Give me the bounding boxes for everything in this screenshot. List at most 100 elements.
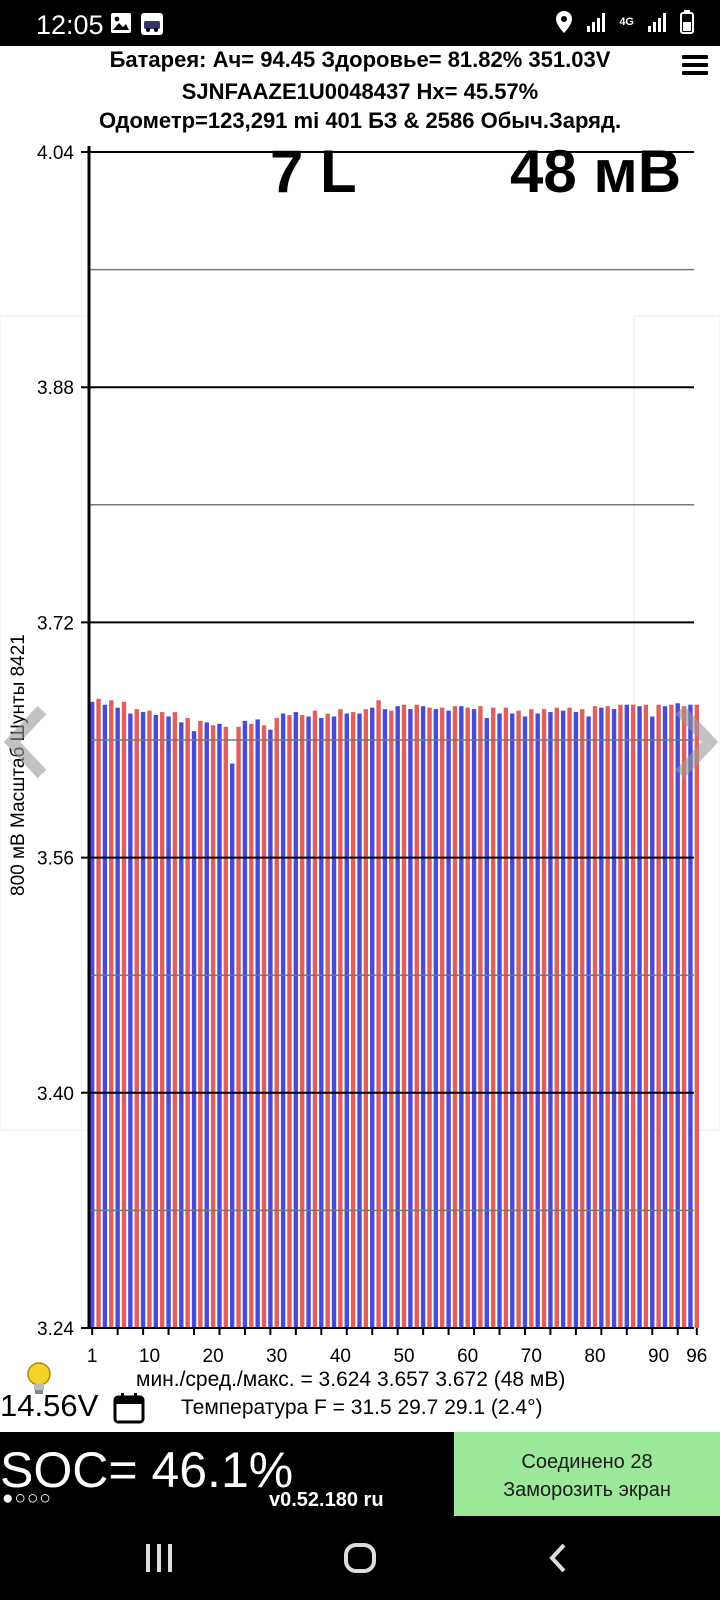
signal-icon-2 bbox=[648, 13, 666, 32]
menu-icon[interactable] bbox=[682, 51, 708, 79]
voltage-stats: мин./сред./макс. = 3.624 3.657 3.672 (48… bbox=[136, 1368, 566, 1391]
x-tick-label: 1 bbox=[87, 1346, 98, 1367]
x-tick-label: 96 bbox=[686, 1346, 707, 1367]
bar-cell-20 bbox=[210, 725, 216, 1328]
x-tick-label: 80 bbox=[584, 1346, 605, 1367]
y-tick-label: 3.40 bbox=[37, 1084, 74, 1105]
status-bar: 12:05 4G bbox=[0, 0, 720, 46]
bar-cell-5 bbox=[115, 707, 120, 1328]
lightbulb-icon[interactable] bbox=[26, 1361, 52, 1397]
calendar-icon[interactable] bbox=[113, 1392, 145, 1424]
bar-cell-75 bbox=[560, 710, 566, 1328]
odometer-line: Одометр=123,291 mi 401 БЗ & 2586 Обыч.За… bbox=[98, 108, 622, 133]
bar-cell-90 bbox=[656, 704, 661, 1328]
bar-cell-46 bbox=[376, 700, 381, 1328]
bar-cell-44 bbox=[363, 709, 369, 1328]
bar-cell-57 bbox=[446, 710, 451, 1328]
bar-cell-9 bbox=[140, 712, 146, 1328]
bar-cell-29 bbox=[268, 729, 273, 1328]
gallery-icon bbox=[111, 13, 131, 33]
x-tick-label: 60 bbox=[457, 1346, 478, 1367]
bar-cell-65 bbox=[497, 713, 502, 1328]
bar-cell-49 bbox=[395, 706, 400, 1328]
bar-cell-1 bbox=[89, 701, 95, 1328]
signal-icon bbox=[587, 13, 606, 32]
bar-cell-14 bbox=[172, 712, 178, 1328]
bar-cell-38 bbox=[325, 713, 330, 1328]
page-indicator[interactable]: ●○○○ bbox=[2, 1488, 52, 1509]
bar-cell-54 bbox=[427, 707, 432, 1328]
bar-cell-88 bbox=[643, 704, 649, 1328]
bar-cell-70 bbox=[529, 709, 534, 1328]
y-tick-label: 3.56 bbox=[37, 849, 74, 870]
notification-icons bbox=[110, 12, 164, 36]
bar-cell-51 bbox=[408, 709, 413, 1328]
bar-cell-43 bbox=[357, 713, 362, 1328]
bar-cell-80 bbox=[592, 706, 598, 1328]
y-tick-label: 3.72 bbox=[37, 613, 74, 634]
bar-cell-11 bbox=[153, 715, 159, 1328]
battery-icon bbox=[680, 10, 694, 34]
status-time: 12:05 bbox=[36, 10, 104, 40]
bar-cell-27 bbox=[255, 719, 260, 1328]
bar-cell-53 bbox=[420, 706, 426, 1328]
back-icon[interactable] bbox=[546, 1542, 570, 1574]
home-icon[interactable] bbox=[342, 1542, 378, 1574]
bar-cell-76 bbox=[567, 707, 572, 1328]
bar-cell-41 bbox=[344, 713, 349, 1328]
bar-cell-15 bbox=[179, 722, 184, 1328]
aux-battery-voltage: 14.56V bbox=[0, 1388, 99, 1423]
bar-cell-13 bbox=[166, 716, 171, 1328]
bar-cell-77 bbox=[573, 712, 579, 1328]
soc-value: SOC= 46.1% bbox=[0, 1442, 294, 1498]
bar-cell-96 bbox=[694, 704, 700, 1328]
bar-cell-3 bbox=[102, 704, 108, 1328]
bar-cell-26 bbox=[249, 723, 254, 1328]
right-arrow-icon[interactable] bbox=[672, 704, 720, 784]
bar-cell-19 bbox=[204, 722, 209, 1328]
x-tick-label: 30 bbox=[266, 1346, 287, 1367]
bar-cell-55 bbox=[433, 709, 439, 1328]
bar-cell-81 bbox=[599, 707, 604, 1328]
bar-cell-30 bbox=[274, 717, 279, 1328]
app-screen: Батарея: Ач= 94.45 Здоровье= 81.82% 351.… bbox=[0, 46, 720, 1432]
bar-cell-42 bbox=[350, 712, 356, 1328]
bar-cell-72 bbox=[541, 709, 547, 1328]
bar-cell-84 bbox=[618, 704, 623, 1328]
bar-cell-61 bbox=[471, 709, 477, 1328]
bar-cell-18 bbox=[198, 720, 203, 1328]
connection-status: Соединено 28 bbox=[521, 1451, 653, 1473]
x-tick-label: 10 bbox=[139, 1346, 160, 1367]
bar-cell-4 bbox=[109, 700, 114, 1328]
left-arrow-icon[interactable] bbox=[2, 704, 50, 784]
bar-cell-10 bbox=[147, 710, 152, 1328]
bar-cell-56 bbox=[440, 707, 445, 1328]
bar-cell-28 bbox=[261, 725, 267, 1328]
bar-cell-79 bbox=[586, 716, 591, 1328]
bar-cell-45 bbox=[370, 707, 375, 1328]
bar-cell-95 bbox=[688, 704, 693, 1328]
freeze-screen-label: Заморозить экран bbox=[503, 1479, 671, 1501]
app-version: v0.52.180 ru bbox=[269, 1489, 384, 1511]
y-tick-label: 3.88 bbox=[37, 378, 74, 399]
bar-cell-47 bbox=[382, 709, 388, 1328]
bar-cell-21 bbox=[217, 723, 222, 1328]
bar-cell-92 bbox=[669, 704, 674, 1328]
bar-cell-91 bbox=[662, 706, 668, 1328]
bar-cell-36 bbox=[312, 710, 318, 1328]
bar-cell-32 bbox=[287, 715, 292, 1328]
bar-cell-34 bbox=[300, 715, 305, 1328]
system-nav-bar bbox=[0, 1516, 720, 1600]
bar-cell-37 bbox=[319, 717, 324, 1328]
y-tick-label: 3.24 bbox=[37, 1319, 74, 1340]
recent-apps-icon[interactable] bbox=[142, 1542, 176, 1574]
connection-freeze-button[interactable]: Соединено 28 Заморозить экран bbox=[454, 1432, 720, 1516]
bar-cell-63 bbox=[484, 717, 489, 1328]
cell-voltage-chart[interactable]: 4.04 3.88 3.72 3.56 3.40 3.24 1 10 20 30 40 50 60 70 8… bbox=[0, 46, 720, 1432]
temperature-stats: Температура F = 31.5 29.7 29.1 (2.4°) bbox=[181, 1396, 543, 1419]
bar-cell-82 bbox=[605, 706, 610, 1328]
bar-cell-93 bbox=[675, 703, 680, 1328]
bar-cell-64 bbox=[490, 707, 496, 1328]
bar-cell-22 bbox=[223, 726, 229, 1328]
bar-cell-66 bbox=[503, 707, 509, 1328]
